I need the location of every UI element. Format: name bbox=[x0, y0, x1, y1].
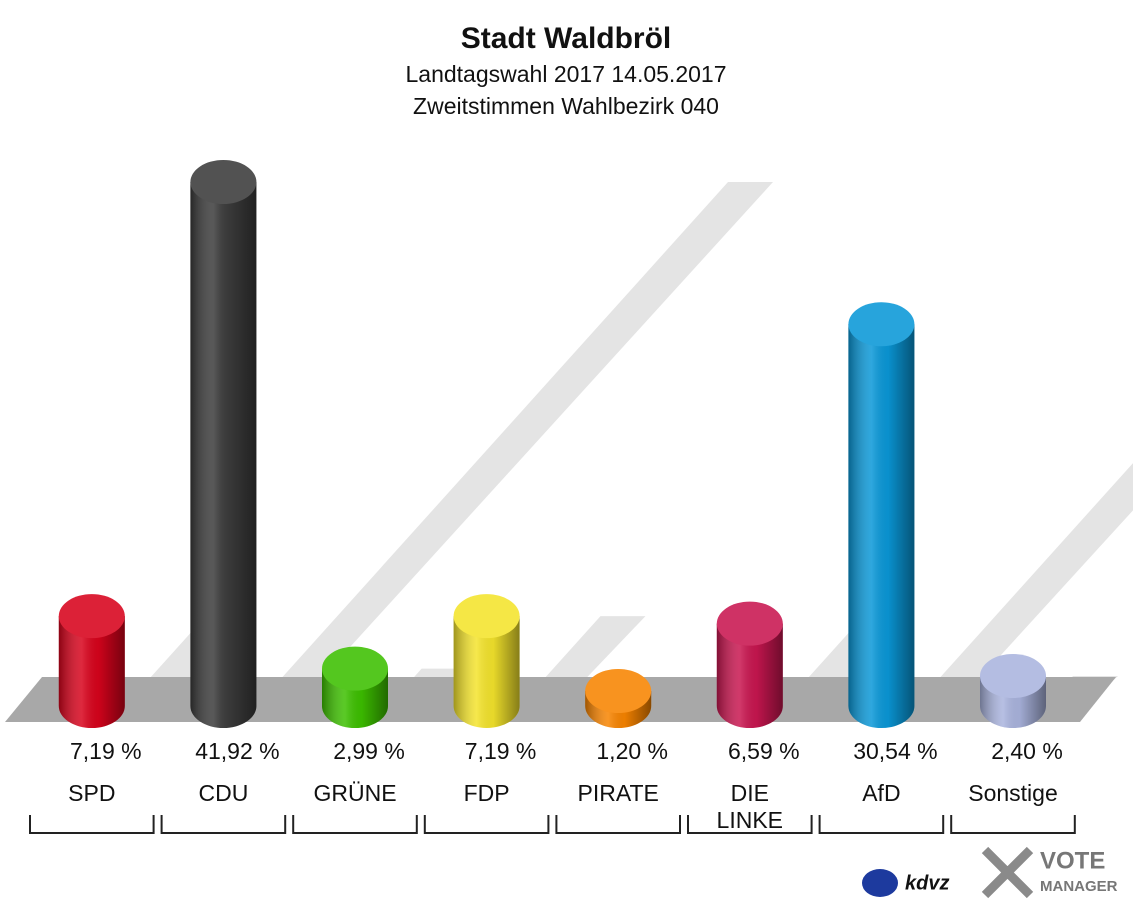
value-label: 6,59 % bbox=[728, 738, 800, 764]
category-bracket bbox=[555, 815, 681, 834]
x-tick-label: DIE LINKE bbox=[717, 780, 783, 833]
category-bracket bbox=[950, 815, 1076, 834]
bar-shade bbox=[848, 324, 915, 729]
category-bracket bbox=[29, 815, 155, 834]
value-label: 7,19 % bbox=[70, 738, 142, 764]
bar-shade bbox=[58, 616, 125, 729]
bar-shadow bbox=[256, 182, 773, 706]
category-bracket bbox=[818, 815, 945, 834]
category-bracket bbox=[160, 815, 287, 834]
bar-top bbox=[716, 601, 783, 646]
bar-shade bbox=[453, 616, 520, 728]
value-label: 41,92 % bbox=[195, 738, 279, 764]
bar-top-shade bbox=[322, 646, 388, 691]
floor bbox=[5, 677, 1116, 722]
x-tick-label: FDP bbox=[464, 780, 510, 806]
bar-shadow bbox=[914, 463, 1133, 706]
logo-cross bbox=[981, 846, 1034, 899]
x-tick-label: Sonstige bbox=[968, 780, 1058, 806]
category-bracket bbox=[423, 815, 550, 834]
bar-top-shade bbox=[980, 654, 1046, 698]
x-tick-label: SPD bbox=[68, 780, 115, 806]
bar-top bbox=[190, 160, 257, 204]
logo-text: MANAGER bbox=[1040, 878, 1118, 895]
bar-shade bbox=[190, 182, 257, 729]
logo-ball bbox=[862, 869, 898, 897]
bar-shade bbox=[716, 623, 783, 729]
category-bracket bbox=[687, 815, 813, 834]
bar-top-shade bbox=[58, 594, 125, 639]
bar-top bbox=[980, 654, 1046, 698]
bar-top-shade bbox=[190, 160, 257, 204]
x-tick-label: AfD bbox=[862, 780, 900, 806]
bar-top-shade bbox=[716, 601, 783, 646]
value-label: 2,99 % bbox=[333, 738, 405, 764]
logo-text: VOTE bbox=[1040, 847, 1105, 874]
bar-top bbox=[322, 646, 388, 691]
chart-subtitle: Landtagswahl 2017 14.05.2017 bbox=[405, 61, 726, 87]
bar-top-shade bbox=[453, 594, 520, 639]
value-label: 1,20 % bbox=[596, 738, 668, 764]
logo-text: kdvz bbox=[905, 872, 949, 894]
chart-title: Stadt Waldbröl bbox=[461, 22, 672, 55]
x-tick-label: GRÜNE bbox=[313, 780, 396, 806]
bar-top bbox=[848, 302, 915, 347]
bar-top bbox=[585, 669, 652, 713]
bar-top-shade bbox=[848, 302, 915, 347]
logo: kdvz VOTE MANAGER bbox=[862, 846, 1118, 899]
x-tick-label: CDU bbox=[198, 780, 248, 806]
bar-top bbox=[453, 594, 520, 639]
chart-subtitle: Zweitstimmen Wahlbezirk 040 bbox=[413, 93, 719, 119]
value-label: 7,19 % bbox=[465, 738, 537, 764]
x-tick-label: PIRATE bbox=[578, 780, 659, 806]
bar-top-shade bbox=[585, 669, 652, 713]
value-label: 2,40 % bbox=[991, 738, 1063, 764]
bar-top bbox=[58, 594, 125, 639]
value-label: 30,54 % bbox=[853, 738, 937, 764]
category-bracket bbox=[292, 815, 418, 834]
